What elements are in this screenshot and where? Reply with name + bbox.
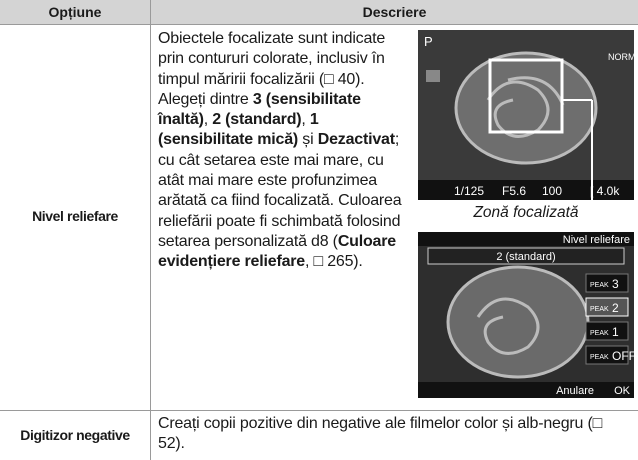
bold-text: 1 (sensibilitate mică) [158, 111, 319, 149]
option-value: 2 [612, 301, 619, 315]
remaining: [ 4.0k [590, 184, 620, 198]
bold-text: Dezactivat [317, 131, 395, 149]
option-box [585, 297, 629, 317]
option-value: OFF [612, 349, 634, 363]
option-label: Digitizor negative [20, 427, 130, 443]
option-label: Nivel reliefare [32, 208, 118, 224]
text: , [301, 111, 310, 129]
peak-label: PEAK [590, 282, 609, 289]
description: Creați copii pozitive din negative ale f… [158, 414, 618, 455]
menu-selected: 2 (standard) [496, 251, 555, 263]
option-box [585, 273, 629, 293]
text: Obiectele focalizate sunt indicate prin … [158, 30, 386, 108]
menu-title: Nivel reliefare [563, 234, 630, 246]
aperture: F5.6 [502, 184, 526, 198]
screen-menu: Nivel reliefare 2 (standard) Anulare OK … [418, 232, 634, 398]
header-cell: Descriere [151, 0, 638, 24]
text: Creați copii pozitive din negative ale f… [158, 415, 603, 453]
screen-focus: P NORM 1/125 F5.6 100 [ 4.0k [418, 30, 634, 200]
description: Obiectele focalizate sunt indicate prin … [158, 29, 410, 273]
option-box [585, 345, 629, 365]
text: , [203, 111, 213, 129]
peak-label: PEAK [590, 354, 609, 361]
text: și [298, 131, 318, 149]
row-divider [0, 410, 638, 411]
peak-label: PEAK [590, 330, 609, 337]
ok: OK [614, 385, 631, 397]
text: , □ 265). [305, 253, 363, 271]
column-divider [150, 0, 151, 460]
option-box [585, 321, 629, 341]
row-divider [0, 24, 638, 25]
caption: Zonă focalizată [473, 204, 579, 221]
iso: 100 [542, 184, 562, 198]
option-value: 3 [612, 277, 619, 291]
text: ; cu cât setarea este mai mare, cu atât … [158, 131, 402, 250]
bold-text: 3 (sensibilitate înaltă) [158, 90, 361, 129]
header-cell: Opțiune [0, 0, 150, 24]
cancel: Anulare [556, 385, 594, 397]
mode: P [424, 34, 433, 49]
quality: NORM [608, 52, 634, 62]
peak-label: PEAK [590, 306, 609, 313]
option-value: 1 [612, 325, 619, 339]
bold-text: Culoare evidențiere reliefare [158, 232, 396, 271]
bold-text: 2 (standard) [212, 111, 302, 129]
shutter: 1/125 [454, 184, 484, 198]
